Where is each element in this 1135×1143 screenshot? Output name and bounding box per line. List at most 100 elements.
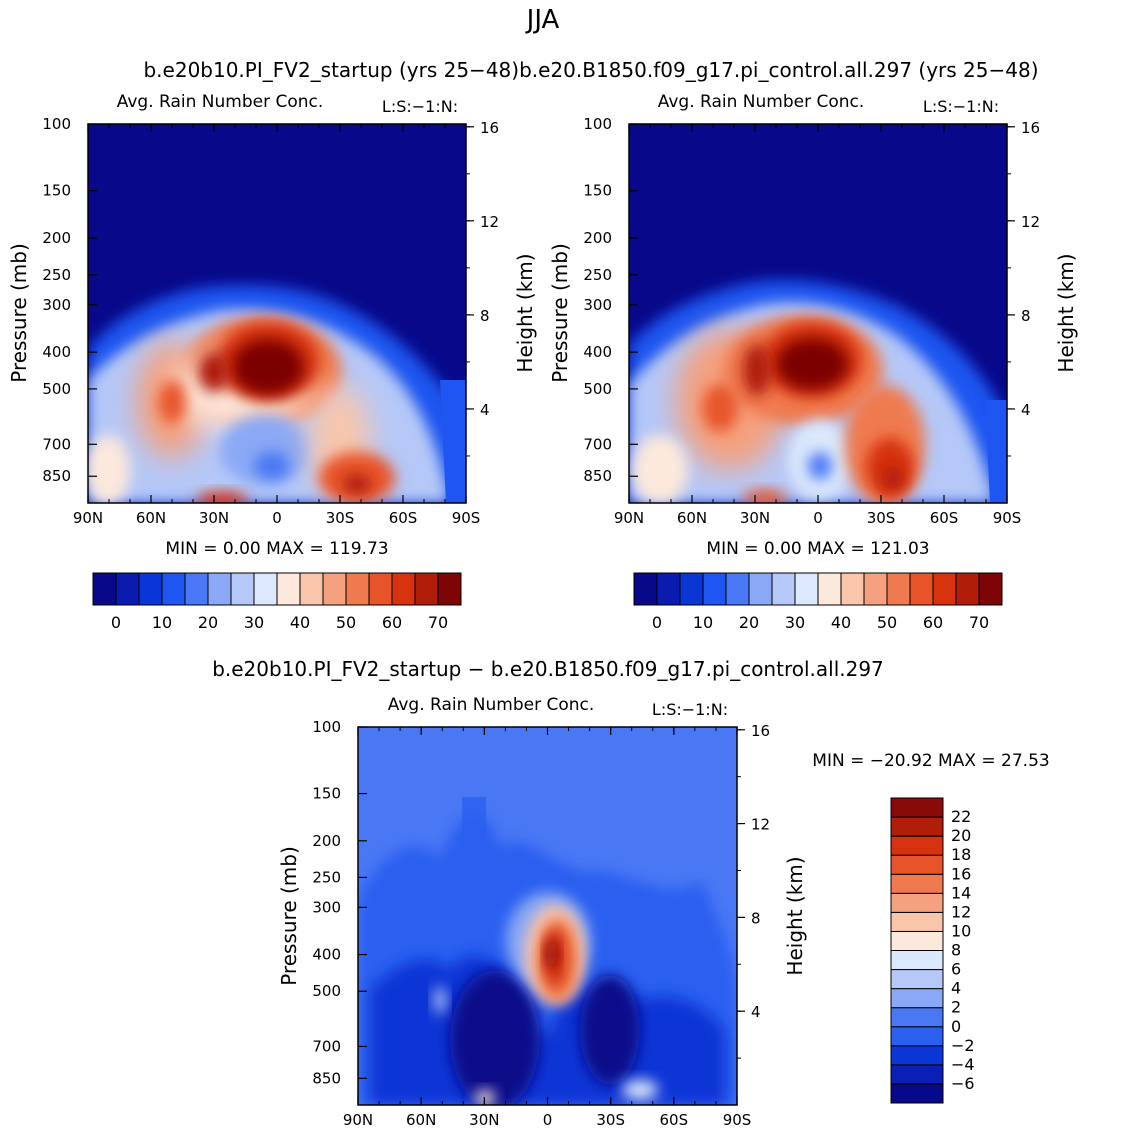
colorbar-swatch [890,930,944,951]
x-tick-label: 0 [813,509,823,527]
colorbar-label: 4 [951,979,961,998]
y-tick-label: 850 [583,467,612,485]
colorbar-swatch [890,1026,944,1047]
y-tick-label: 300 [312,898,341,916]
contour-band [475,1090,495,1105]
colorbar-swatch [656,572,681,606]
colorbar-swatch [955,572,980,606]
colorbar-label: 8 [951,941,961,960]
y-tick-label: 700 [42,435,71,453]
colorbar-swatch [890,911,944,932]
x-tick-label: 90N [343,1111,373,1129]
colorbar-label: 70 [428,613,448,632]
contour-band [546,938,558,970]
y-axis-label: Pressure (mb) [7,243,31,383]
y2-axis-label: Height (km) [513,253,537,372]
colorbar-swatch [890,892,944,913]
x-tick-label: 60N [406,1111,436,1129]
colorbar-swatch [138,572,163,606]
contour-band [434,986,446,1014]
colorbar-label: 20 [951,826,971,845]
colorbar-swatch [184,572,209,606]
x-tick-label: 90N [614,509,644,527]
difference-title: b.e20b10.PI_FV2_startup − b.e20.B1850.f0… [212,657,884,681]
colorbar-swatch [345,572,370,606]
colorbar-swatch [890,1007,944,1028]
y2-tick-label: 16 [751,722,770,740]
colorbar-label: 10 [693,613,713,632]
x-tick-label: 60N [136,509,166,527]
y-tick-label: 200 [312,832,341,850]
axes-ticks: 90N 60N 30N 0 30S 60S 90S 100 150 200 250 300 400 500… [42,115,499,527]
colorbar-swatch [161,572,186,606]
colorbar-label: 12 [951,902,971,921]
colorbar-label: 30 [244,613,264,632]
colorbar-label: −4 [951,1055,975,1074]
y-axis-label: Pressure (mb) [277,846,301,986]
y-tick-label: 200 [583,229,612,247]
contour-band [343,474,371,494]
y-tick-label: 250 [583,266,612,284]
x-tick-label: 90S [723,1111,752,1129]
contour-band [254,452,290,480]
y-tick-label: 150 [312,785,341,803]
y-tick-label: 500 [312,982,341,1000]
y-axis-label: Pressure (mb) [548,243,572,383]
y2-tick-label: 4 [1021,401,1031,419]
colorbar-label: 22 [951,807,971,826]
colorbar-swatch [817,572,842,606]
contour-band [622,1080,658,1100]
panel-corner-label: L:S:−1:N: [652,700,728,719]
contour-band [985,400,1007,503]
contour-band [580,975,640,1085]
colorbar-swatch [794,572,819,606]
y2-axis-label: Height (km) [1054,253,1078,372]
colorbar-swatch [679,572,704,606]
x-tick-label: 90N [73,509,103,527]
x-tick-label: 0 [272,509,282,527]
colorbar-swatch [368,572,393,606]
x-tick-label: 30N [199,509,229,527]
colorbar-swatch [890,969,944,990]
colorbar-swatch [886,572,911,606]
colorbar-swatch [890,854,944,875]
colorbar-label: 20 [739,613,759,632]
colorbar-swatch [115,572,140,606]
y2-tick-label: 12 [751,816,770,834]
colorbar-swatch [978,572,1003,606]
panel-title: Avg. Rain Number Conc. [388,695,595,715]
colorbar-label: 30 [785,613,805,632]
colorbar-swatch [890,1083,944,1104]
x-tick-label: 30N [469,1111,499,1129]
x-tick-label: 0 [543,1111,553,1129]
panel-top-right: Avg. Rain Number Conc. L:S:−1:N: Pressur… [548,92,1078,632]
colorbar-label: 2 [951,998,961,1017]
season-title: JJA [525,5,560,35]
y2-tick-label: 16 [480,119,499,137]
contour-band [196,492,248,503]
colorbar-label: 40 [290,613,310,632]
contour-band [702,384,738,432]
y-tick-label: 300 [583,296,612,314]
x-tick-label: 90S [993,509,1022,527]
colorbar-swatch [840,572,865,606]
colorbar-swatch [230,572,255,606]
y-tick-label: 500 [42,380,71,398]
y2-tick-label: 8 [480,307,490,325]
y-tick-label: 250 [312,868,341,886]
colorbar-swatch [322,572,347,606]
colorbar: 0 10 20 30 40 50 60 70 [92,572,462,632]
y-tick-label: 200 [42,229,71,247]
colorbar-label: −2 [951,1036,975,1055]
colorbar-swatch [725,572,750,606]
colorbar-label: 50 [336,613,356,632]
contour-band [198,352,230,392]
colorbar: 0 10 20 30 40 50 60 70 [633,572,1003,632]
colorbar-swatch [702,572,727,606]
x-tick-label: 60S [930,509,959,527]
min-max-stats: MIN = −20.92 MAX = 27.53 [812,751,1049,771]
colorbar-label: 20 [198,613,218,632]
colorbar-swatch [890,835,944,856]
y-tick-label: 100 [312,718,341,736]
